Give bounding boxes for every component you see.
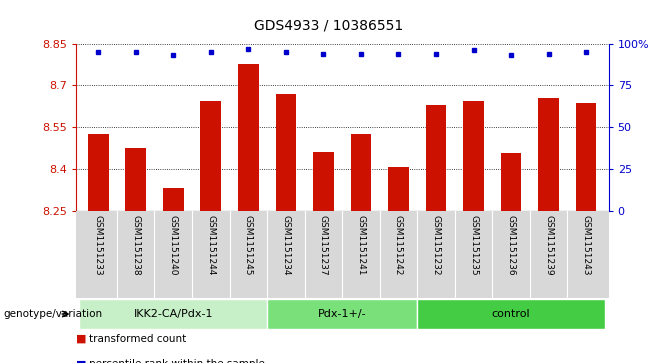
- Bar: [88, 134, 109, 211]
- Text: GSM1151237: GSM1151237: [319, 215, 328, 276]
- Bar: [201, 101, 221, 211]
- Text: percentile rank within the sample: percentile rank within the sample: [89, 359, 265, 363]
- Text: ■: ■: [76, 359, 86, 363]
- Text: GSM1151243: GSM1151243: [582, 215, 591, 276]
- Text: GDS4933 / 10386551: GDS4933 / 10386551: [255, 18, 403, 32]
- Text: transformed count: transformed count: [89, 334, 186, 344]
- Bar: [238, 64, 259, 211]
- Text: GSM1151241: GSM1151241: [357, 215, 365, 276]
- Text: Pdx-1+/-: Pdx-1+/-: [318, 309, 367, 319]
- Bar: [313, 152, 334, 211]
- Text: GSM1151239: GSM1151239: [544, 215, 553, 276]
- Bar: [501, 154, 521, 211]
- Text: GSM1151236: GSM1151236: [507, 215, 516, 276]
- Text: GSM1151232: GSM1151232: [432, 215, 440, 276]
- FancyBboxPatch shape: [267, 299, 417, 329]
- Text: GSM1151242: GSM1151242: [394, 215, 403, 275]
- Bar: [163, 188, 184, 211]
- Text: GSM1151234: GSM1151234: [282, 215, 290, 276]
- Text: IKK2-CA/Pdx-1: IKK2-CA/Pdx-1: [134, 309, 213, 319]
- Bar: [426, 105, 446, 211]
- FancyBboxPatch shape: [80, 299, 267, 329]
- Bar: [538, 98, 559, 211]
- Text: GSM1151235: GSM1151235: [469, 215, 478, 276]
- Bar: [463, 101, 484, 211]
- Text: GSM1151244: GSM1151244: [207, 215, 215, 275]
- Text: ■: ■: [76, 334, 86, 344]
- Bar: [126, 148, 146, 211]
- Text: genotype/variation: genotype/variation: [3, 309, 103, 319]
- Bar: [388, 167, 409, 211]
- Bar: [351, 134, 371, 211]
- Text: GSM1151233: GSM1151233: [93, 215, 103, 276]
- Bar: [276, 94, 296, 211]
- Text: GSM1151245: GSM1151245: [244, 215, 253, 276]
- Text: control: control: [492, 309, 530, 319]
- FancyBboxPatch shape: [417, 299, 605, 329]
- Text: GSM1151238: GSM1151238: [131, 215, 140, 276]
- Text: GSM1151240: GSM1151240: [168, 215, 178, 276]
- Bar: [576, 103, 596, 211]
